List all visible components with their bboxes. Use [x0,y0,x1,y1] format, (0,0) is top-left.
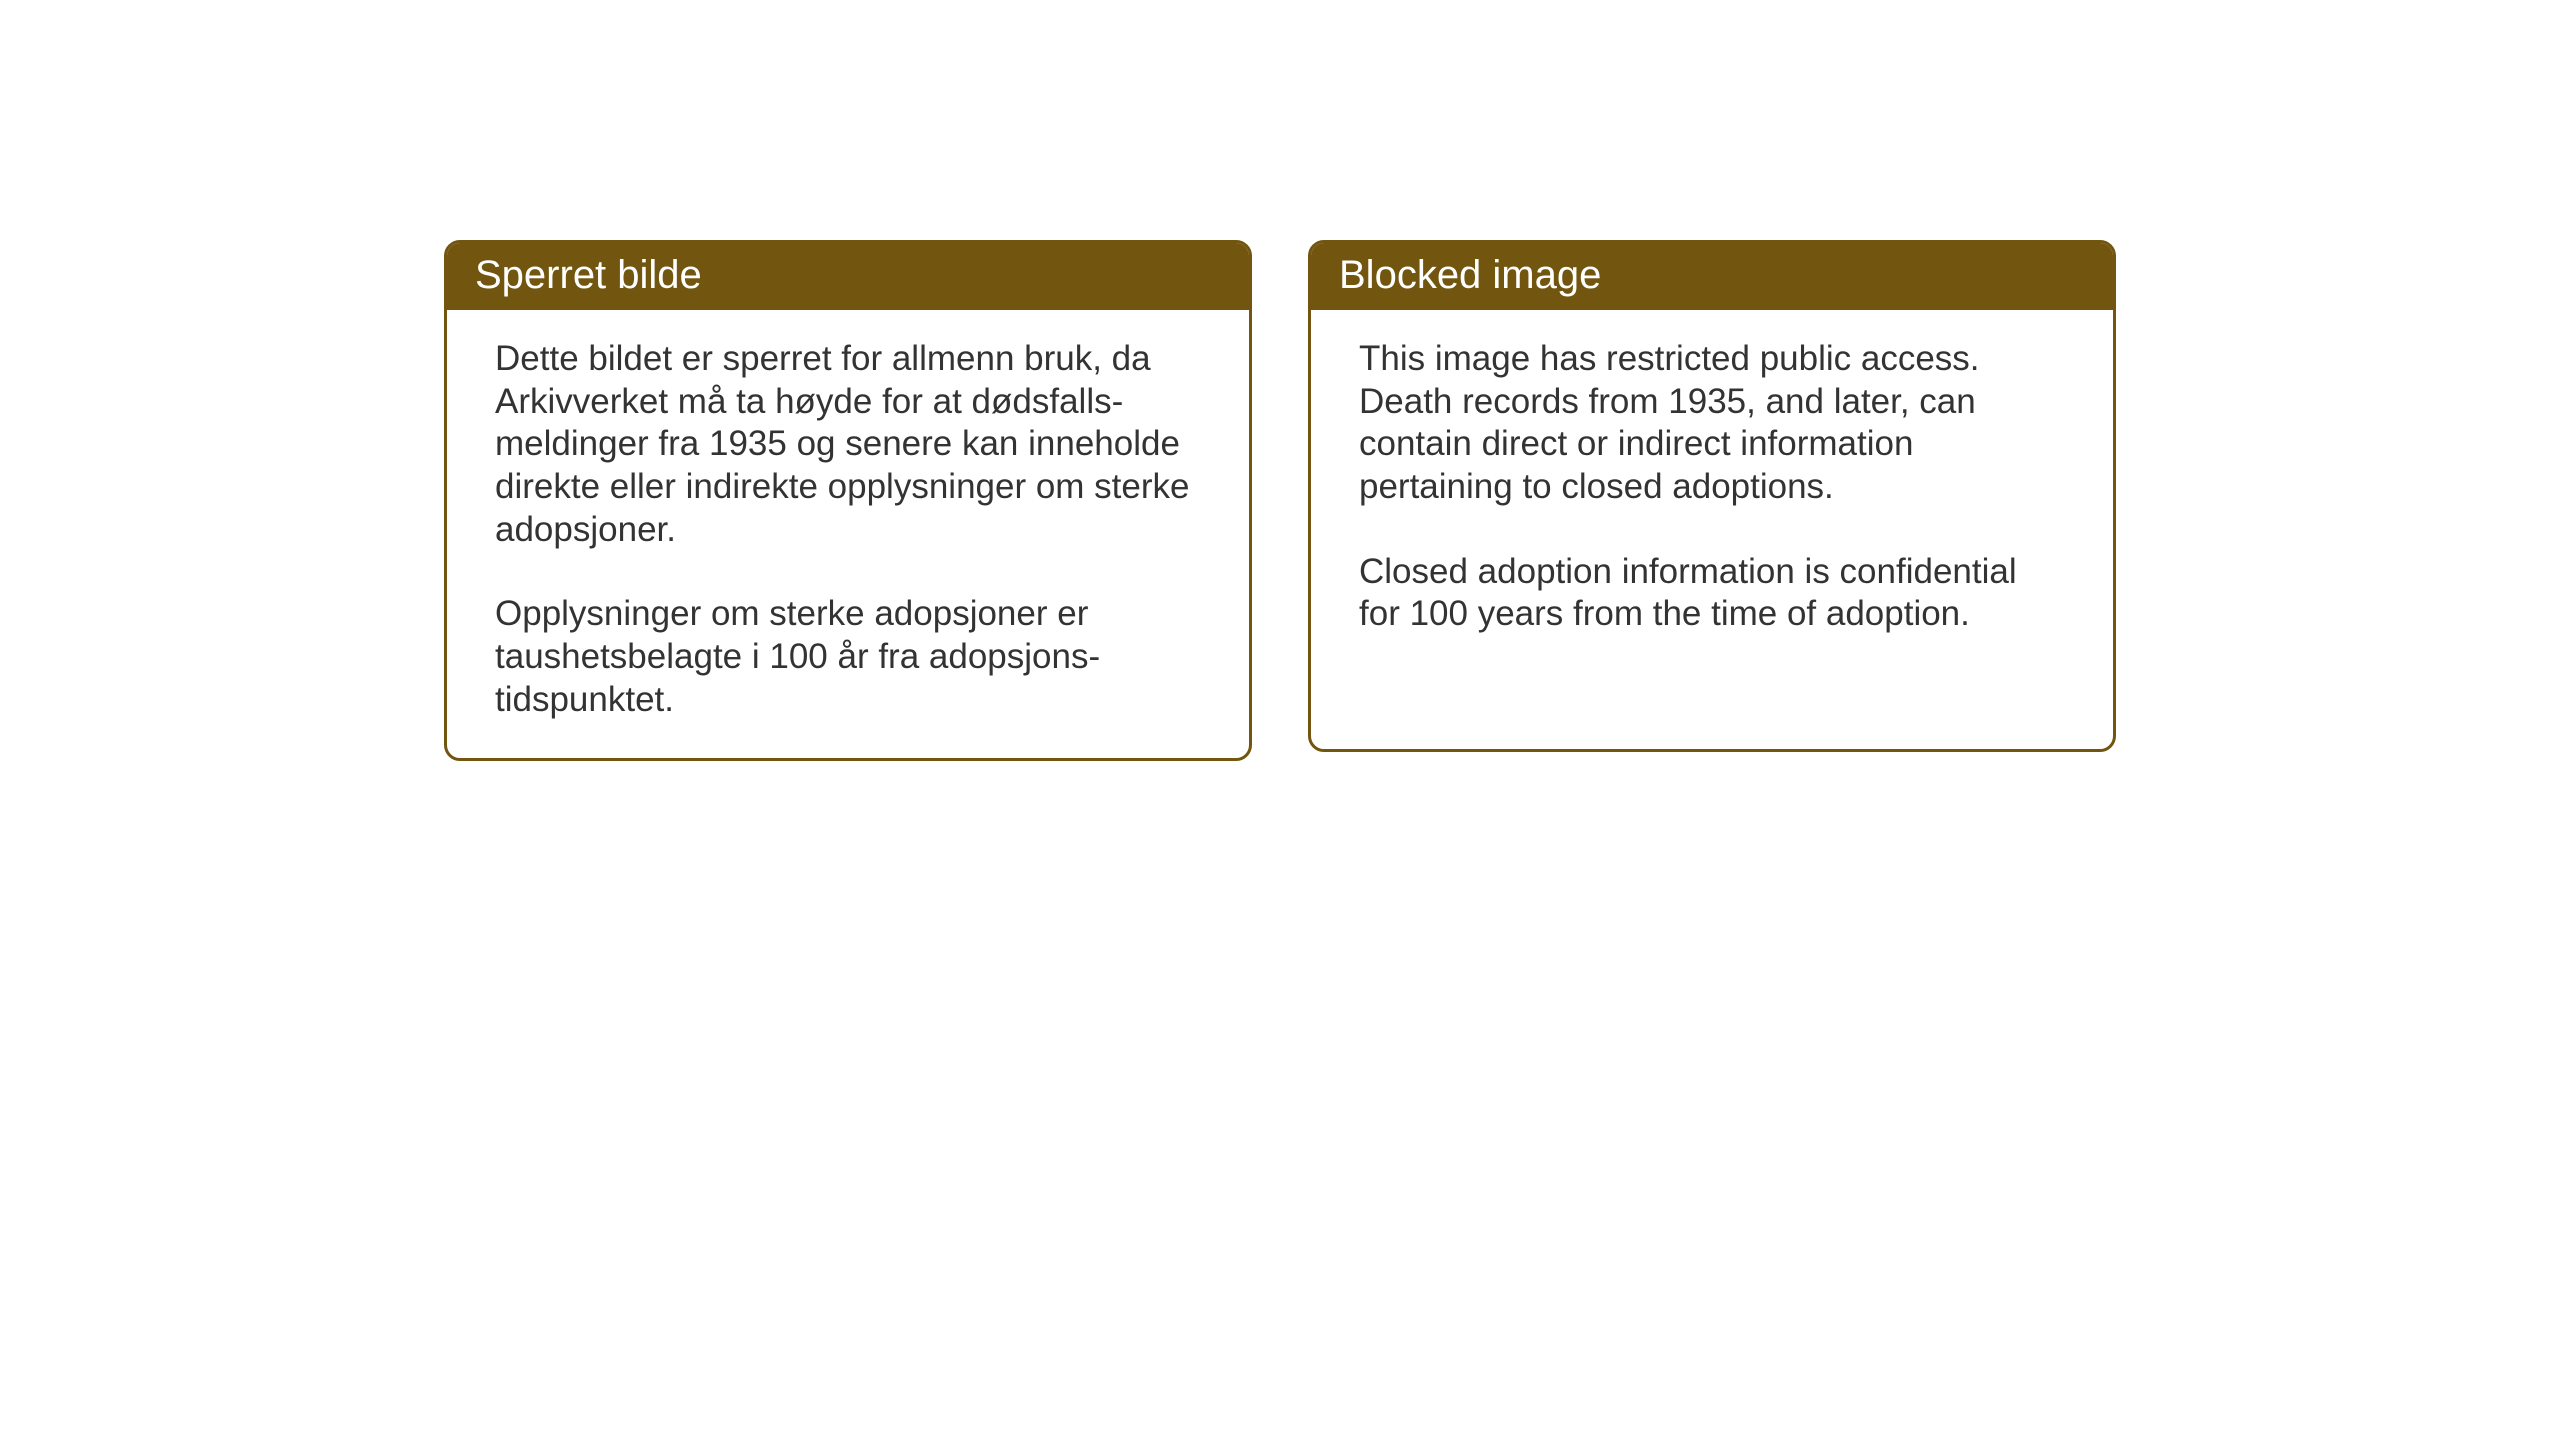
card-paragraph-1-english: This image has restricted public access.… [1359,338,2065,509]
card-header-english: Blocked image [1311,243,2113,310]
cards-container: Sperret bilde Dette bildet er sperret fo… [444,240,2116,761]
card-title-english: Blocked image [1339,253,1601,297]
card-header-norwegian: Sperret bilde [447,243,1249,310]
card-english: Blocked image This image has restricted … [1308,240,2116,752]
card-paragraph-1-norwegian: Dette bildet er sperret for allmenn bruk… [495,338,1201,551]
card-body-english: This image has restricted public access.… [1311,310,2113,672]
card-paragraph-2-english: Closed adoption information is confident… [1359,551,2065,636]
card-title-norwegian: Sperret bilde [475,253,702,297]
card-norwegian: Sperret bilde Dette bildet er sperret fo… [444,240,1252,761]
card-body-norwegian: Dette bildet er sperret for allmenn bruk… [447,310,1249,758]
card-paragraph-2-norwegian: Opplysninger om sterke adopsjoner er tau… [495,593,1201,721]
